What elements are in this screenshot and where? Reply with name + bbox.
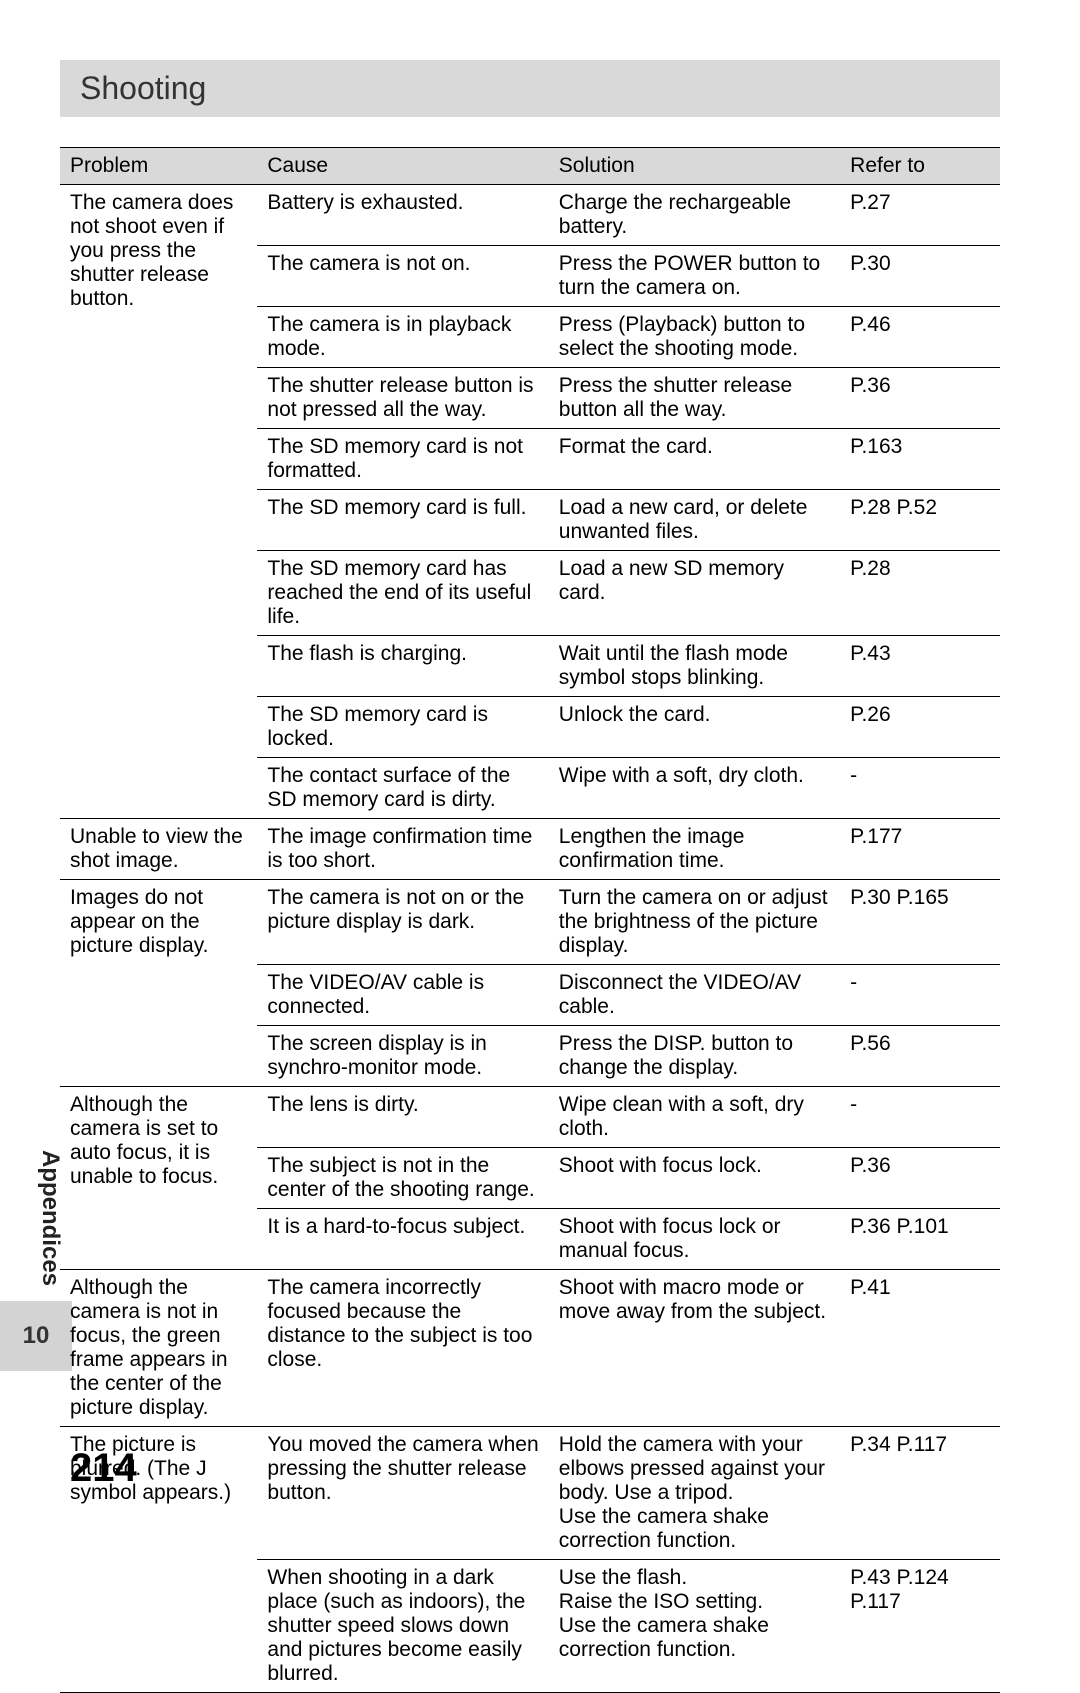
cell-refer: P.46: [840, 307, 1000, 368]
cell-solution: Press the DISP. button to change the dis…: [549, 1026, 840, 1087]
cell-solution: Use the flash. Raise the ISO setting. Us…: [549, 1560, 840, 1693]
cell-solution: Shoot with focus lock or manual focus.: [549, 1209, 840, 1270]
cell-refer: P.27: [840, 185, 1000, 246]
cell-solution: Unlock the card.: [549, 697, 840, 758]
cell-refer: P.163: [840, 429, 1000, 490]
cell-problem: Although the camera is set to auto focus…: [60, 1087, 257, 1270]
header-cause: Cause: [257, 148, 548, 185]
cell-refer: P.177: [840, 819, 1000, 880]
cell-cause: The SD memory card is not formatted.: [257, 429, 548, 490]
cell-solution: Wipe clean with a soft, dry cloth.: [549, 1087, 840, 1148]
cell-solution: Format the card.: [549, 429, 840, 490]
cell-refer: P.28: [840, 551, 1000, 636]
cell-refer: P.56: [840, 1026, 1000, 1087]
cell-solution: Press the POWER button to turn the camer…: [549, 246, 840, 307]
cell-refer: P.30 P.165: [840, 880, 1000, 965]
cell-solution: Lengthen the image confirmation time.: [549, 819, 840, 880]
troubleshooting-table: Problem Cause Solution Refer to The came…: [60, 147, 1000, 1693]
cell-problem: Images do not appear on the picture disp…: [60, 880, 257, 1087]
cell-cause: The camera is not on or the picture disp…: [257, 880, 548, 965]
shake-symbol-icon: J: [196, 1457, 207, 1480]
cell-refer: -: [840, 965, 1000, 1026]
cell-cause: The screen display is in synchro-monitor…: [257, 1026, 548, 1087]
cell-refer: P.43: [840, 636, 1000, 697]
header-solution: Solution: [549, 148, 840, 185]
cell-cause: The camera is not on.: [257, 246, 548, 307]
cell-cause: The flash is charging.: [257, 636, 548, 697]
cell-problem: The camera does not shoot even if you pr…: [60, 185, 257, 819]
cell-cause: The shutter release button is not presse…: [257, 368, 548, 429]
cell-refer: P.36 P.101: [840, 1209, 1000, 1270]
header-refer: Refer to: [840, 148, 1000, 185]
cell-refer: P.28 P.52: [840, 490, 1000, 551]
cell-refer: -: [840, 1087, 1000, 1148]
cell-refer: P.36: [840, 368, 1000, 429]
cell-solution: Load a new card, or delete unwanted file…: [549, 490, 840, 551]
cell-solution: Load a new SD memory card.: [549, 551, 840, 636]
cell-refer: P.30: [840, 246, 1000, 307]
cell-refer: -: [840, 758, 1000, 819]
appendices-tab-label: Appendices: [0, 1150, 64, 1286]
header-problem: Problem: [60, 148, 257, 185]
page-number: 214: [70, 1446, 137, 1491]
cell-solution: Press (Playback) button to select the sh…: [549, 307, 840, 368]
cell-solution: Wipe with a soft, dry cloth.: [549, 758, 840, 819]
cell-cause: The camera is in playback mode.: [257, 307, 548, 368]
cell-cause: The subject is not in the center of the …: [257, 1148, 548, 1209]
cell-cause: When shooting in a dark place (such as i…: [257, 1560, 548, 1693]
cell-problem: Although the camera is not in focus, the…: [60, 1270, 257, 1427]
section-title: Shooting: [60, 60, 1000, 117]
cell-cause: The contact surface of the SD memory car…: [257, 758, 548, 819]
cell-problem: Unable to view the shot image.: [60, 819, 257, 880]
cell-solution: Charge the rechargeable battery.: [549, 185, 840, 246]
cell-cause: You moved the camera when pressing the s…: [257, 1427, 548, 1560]
cell-cause: The SD memory card is locked.: [257, 697, 548, 758]
cell-solution: Turn the camera on or adjust the brightn…: [549, 880, 840, 965]
cell-solution: Hold the camera with your elbows pressed…: [549, 1427, 840, 1560]
cell-cause: It is a hard-to-focus subject.: [257, 1209, 548, 1270]
cell-solution: Disconnect the VIDEO/AV cable.: [549, 965, 840, 1026]
cell-cause: The SD memory card is full.: [257, 490, 548, 551]
cell-refer: P.43 P.124 P.117: [840, 1560, 1000, 1693]
cell-cause: The image confirmation time is too short…: [257, 819, 548, 880]
cell-cause: The VIDEO/AV cable is connected.: [257, 965, 548, 1026]
cell-solution: Wait until the flash mode symbol stops b…: [549, 636, 840, 697]
cell-cause: The lens is dirty.: [257, 1087, 548, 1148]
cell-solution: Shoot with macro mode or move away from …: [549, 1270, 840, 1427]
cell-cause: Battery is exhausted.: [257, 185, 548, 246]
cell-refer: P.34 P.117: [840, 1427, 1000, 1560]
cell-cause: The SD memory card has reached the end o…: [257, 551, 548, 636]
cell-refer: P.41: [840, 1270, 1000, 1427]
cell-solution: Press the shutter release button all the…: [549, 368, 840, 429]
cell-cause: The camera incorrectly focused because t…: [257, 1270, 548, 1427]
cell-refer: P.36: [840, 1148, 1000, 1209]
cell-refer: P.26: [840, 697, 1000, 758]
cell-solution: Shoot with focus lock.: [549, 1148, 840, 1209]
